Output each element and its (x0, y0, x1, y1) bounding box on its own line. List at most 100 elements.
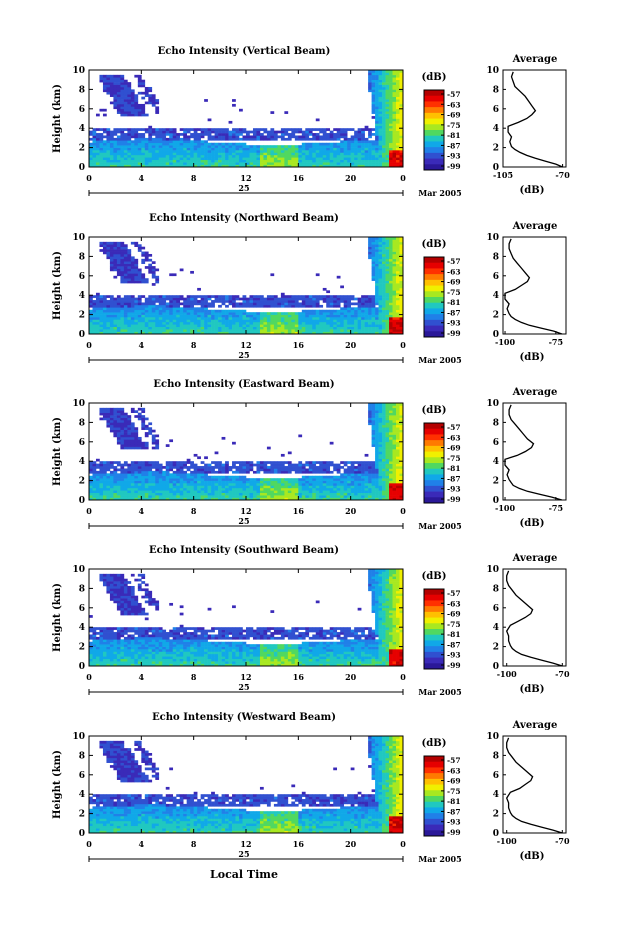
heatmap-cell (389, 159, 393, 163)
heatmap-cell (399, 266, 404, 269)
heatmap-cell (350, 483, 355, 486)
heatmap-cell (211, 475, 215, 479)
heatmap-cell (95, 331, 100, 335)
heatmap-cell (385, 86, 390, 90)
heatmap-cell (151, 297, 156, 301)
heatmap-cell (92, 326, 97, 330)
heatmap-cell (361, 140, 365, 144)
heatmap-cell (151, 99, 156, 102)
heatmap-cell (123, 157, 128, 161)
heatmap-cell (116, 297, 121, 301)
heatmap-cell (123, 331, 128, 335)
heatmap-cell (127, 253, 132, 257)
heatmap-cell (151, 329, 156, 332)
heatmap-cell (287, 463, 292, 467)
heatmap-cell (322, 142, 327, 146)
heatmap-cell (249, 483, 254, 486)
heatmap-cell (179, 307, 184, 311)
heatmap-cell (322, 309, 327, 313)
heatmap-cell (326, 159, 331, 163)
heatmap-cell (375, 150, 379, 153)
heatmap-cell (176, 164, 181, 168)
heatmap-cell (151, 150, 156, 153)
heatmap-cell (399, 79, 404, 83)
heatmap-cell (141, 410, 146, 413)
heatmap-cell (399, 302, 404, 306)
heatmap-cell (99, 410, 104, 413)
heatmap-cell (364, 331, 369, 335)
heatmap-cell (116, 241, 121, 245)
heatmap-cell (396, 157, 400, 161)
heatmap-cell (165, 324, 170, 328)
heatmap-cell (123, 473, 128, 477)
heatmap-cell (109, 244, 114, 247)
heatmap-cell (144, 314, 149, 318)
heatmap-cell (312, 475, 317, 479)
heatmap-cell (144, 140, 149, 144)
heatmap-cell (389, 309, 393, 313)
heatmap-cell (266, 300, 271, 303)
heatmap-cell (186, 295, 191, 298)
heatmap-cell (259, 137, 264, 141)
heatmap-cell (99, 461, 104, 464)
heatmap-cell (123, 302, 128, 306)
heatmap-cell (130, 317, 135, 320)
heatmap-cell (270, 300, 275, 303)
heatmap-cell (137, 478, 142, 481)
heatmap-cell (204, 321, 208, 325)
heatmap-cell (162, 307, 167, 311)
heatmap-cell (99, 295, 104, 298)
heatmap-cell (193, 297, 198, 301)
heatmap-cell (368, 77, 372, 80)
heatmap-cell (102, 128, 107, 131)
heatmap-cell (284, 319, 289, 323)
heatmap-cell (343, 147, 348, 151)
heatmap-cell (294, 137, 299, 141)
heatmap-cell (200, 492, 205, 496)
heatmap-cell (294, 302, 299, 306)
heatmap-cell (389, 314, 393, 318)
heatmap-cell (197, 157, 201, 161)
heatmap-cell (204, 487, 208, 491)
heatmap-cell (242, 485, 247, 489)
heatmap-cell (280, 292, 285, 296)
heatmap-cell (193, 463, 198, 467)
heatmap-cell (291, 483, 296, 486)
heatmap-cell (326, 468, 331, 472)
heatmap-cell (284, 164, 289, 168)
heatmap-cell (92, 295, 97, 298)
heatmap-cell (326, 137, 331, 141)
heatmap-cell (256, 157, 261, 161)
heatmap-cell (99, 497, 104, 501)
heatmap-cell (340, 154, 344, 158)
heatmap-cell (148, 86, 153, 90)
heatmap-cell (371, 317, 376, 320)
heatmap-cell (235, 164, 240, 168)
heatmap-cell (109, 407, 114, 411)
heatmap-cell (252, 321, 257, 325)
heatmap-cell (375, 251, 379, 255)
heatmap-cell (120, 483, 125, 486)
heatmap-cell (322, 297, 327, 301)
heatmap-cell (162, 495, 167, 498)
heatmap-cell (165, 461, 170, 464)
heatmap-cell (204, 307, 208, 311)
heatmap-cell (287, 295, 292, 298)
heatmap-cell (385, 96, 390, 100)
heatmap-cell (392, 329, 397, 332)
heatmap-cell (298, 495, 303, 498)
heatmap-cell (193, 307, 198, 311)
heatmap-cell (312, 162, 317, 165)
heatmap-cell (378, 96, 383, 100)
heatmap-cell (340, 485, 344, 489)
heatmap-cell (120, 96, 125, 100)
heatmap-cell (200, 485, 205, 489)
heatmap-cell (123, 128, 128, 131)
heatmap-cell (382, 309, 386, 313)
heatmap-cell (270, 492, 275, 496)
heatmap-cell (151, 434, 156, 438)
heatmap-cell (158, 470, 163, 474)
heatmap-cell (392, 77, 397, 80)
heatmap-cell (392, 331, 397, 335)
heatmap-cell (315, 321, 320, 325)
